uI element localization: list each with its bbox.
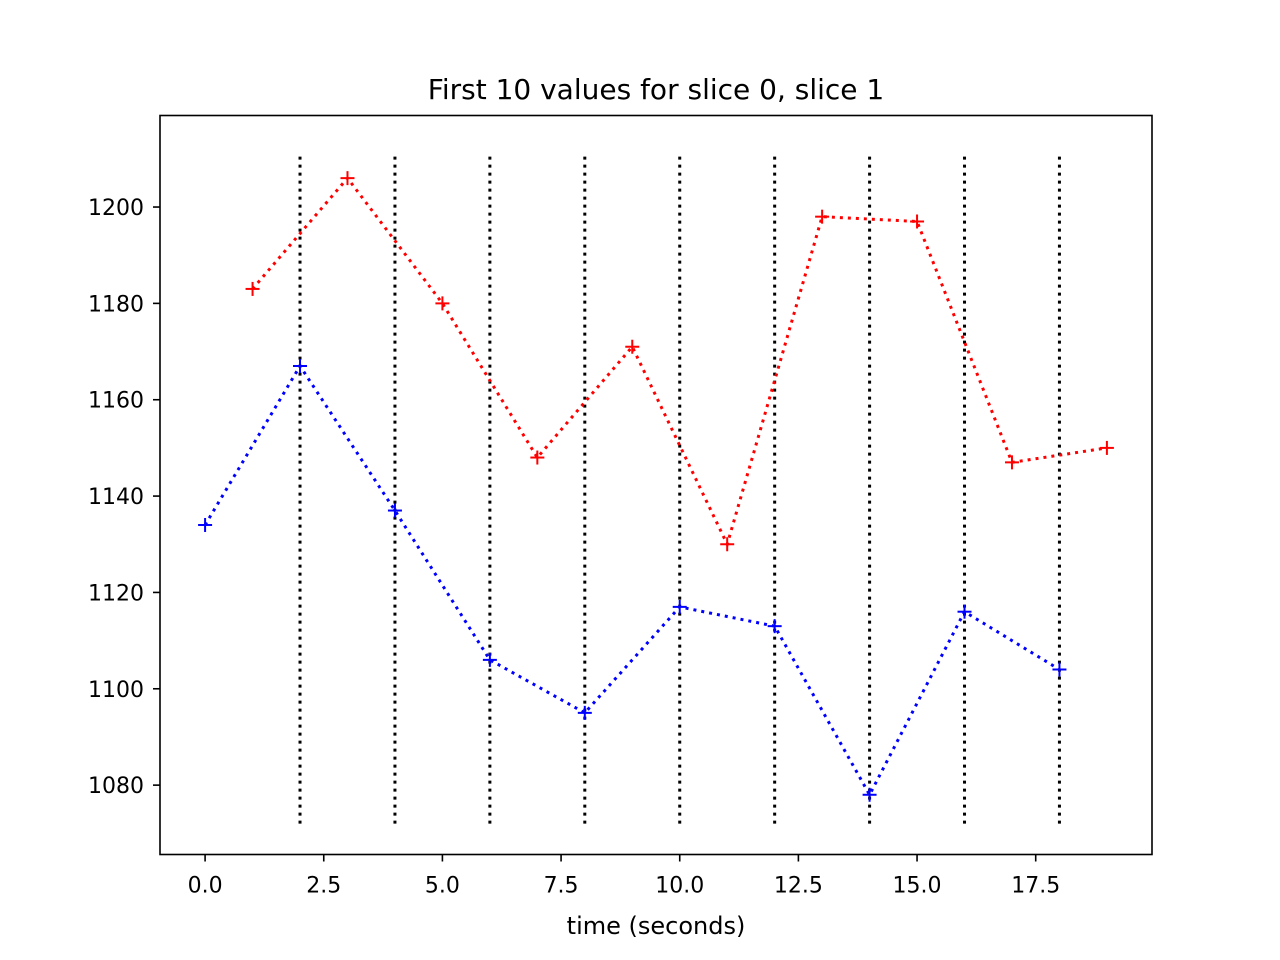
series-0-point: [672, 599, 687, 614]
series-0-point: [198, 517, 213, 532]
series-1-point: [720, 537, 735, 552]
x-tick-label: 10.0: [655, 874, 704, 899]
series-0-point: [577, 705, 592, 720]
series-0-point: [767, 619, 782, 634]
x-axis-label: time (seconds): [567, 912, 746, 940]
series-0-point: [862, 787, 877, 802]
plot-area: [198, 154, 1114, 824]
x-tick-label: 15.0: [893, 874, 942, 899]
series-0-point: [387, 503, 402, 518]
series-1-point: [1004, 455, 1019, 470]
series-1-point: [1099, 440, 1114, 455]
x-tick-label: 17.5: [1011, 874, 1060, 899]
x-tick-label: 5.0: [425, 874, 460, 899]
y-axis: 1080 1100 1120 1140 1160 1180 1200: [88, 196, 160, 799]
series-0-point: [957, 604, 972, 619]
series-1-point: [625, 339, 640, 354]
y-tick-label: 1200: [88, 196, 144, 221]
y-tick-label: 1140: [88, 485, 144, 510]
axes-frame: [159, 114, 1153, 856]
series-1-point: [815, 209, 830, 224]
series-1-point: [910, 214, 925, 229]
series-0-point: [293, 359, 308, 374]
x-tick-label: 2.5: [306, 874, 341, 899]
y-tick-label: 1180: [88, 292, 144, 317]
y-tick-label: 1080: [88, 774, 144, 799]
series-0-point: [482, 652, 497, 667]
y-tick-label: 1160: [88, 389, 144, 414]
x-axis: 0.0 2.5 5.0 7.5 10.0 12.5 15.0 17.5: [188, 854, 1060, 899]
series-1-point: [340, 171, 355, 186]
series-0-line: [203, 363, 1061, 798]
series-1-point: [245, 281, 260, 296]
series-1-line: [251, 175, 1108, 549]
series-1-point: [530, 450, 545, 465]
x-tick-label: 12.5: [774, 874, 823, 899]
y-tick-label: 1120: [88, 581, 144, 606]
x-tick-label: 0.0: [188, 874, 223, 899]
chart-title: First 10 values for slice 0, slice 1: [428, 73, 885, 106]
x-tick-label: 7.5: [544, 874, 579, 899]
series-1-point: [435, 296, 450, 311]
series-0-point: [1052, 662, 1067, 677]
y-tick-label: 1100: [88, 678, 144, 703]
